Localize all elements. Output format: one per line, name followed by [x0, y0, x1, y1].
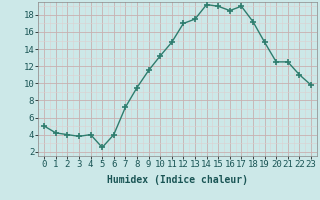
X-axis label: Humidex (Indice chaleur): Humidex (Indice chaleur) — [107, 175, 248, 185]
